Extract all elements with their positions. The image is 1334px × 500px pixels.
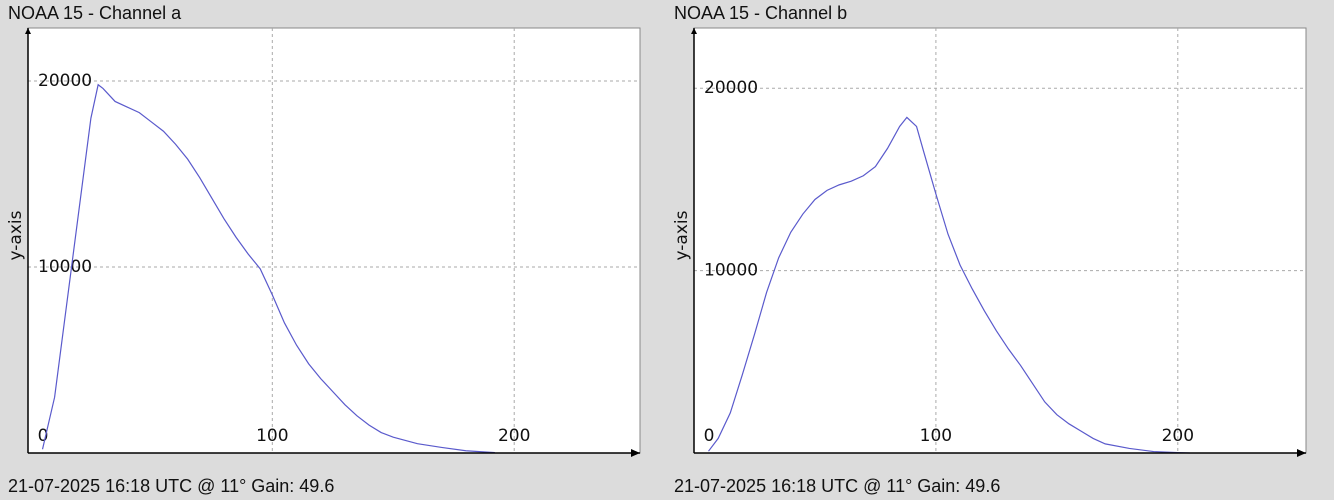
x-tick-label: 100 [256, 426, 288, 446]
chart-title: NOAA 15 - Channel b [674, 3, 847, 23]
data-line [708, 116, 1190, 454]
x-tick-label: 200 [498, 426, 530, 446]
y-tick-label: 10000 [704, 261, 758, 281]
x-tick-label: 0 [38, 426, 49, 446]
y-tick-label: 20000 [38, 71, 92, 91]
chart-panel: NOAA 15 - Channel b 10000 20000 0 100 200 y-ax… [672, 3, 1307, 496]
y-axis-label: y-axis [672, 210, 692, 260]
axis-arrow [25, 28, 31, 34]
x-tick-label: 0 [704, 426, 715, 446]
footer-status: 21-07-2025 16:18 UTC @ 11° Gain: 49.6 [8, 476, 334, 496]
plot-area [693, 27, 1307, 454]
plot-area [27, 27, 641, 454]
y-axis-label: y-axis [6, 210, 26, 260]
x-tick-label: 100 [920, 426, 952, 446]
data-line [41, 83, 495, 454]
axis-arrow [631, 449, 640, 457]
y-tick-label: 20000 [704, 78, 758, 98]
axis-arrow [1297, 449, 1306, 457]
x-tick-label: 200 [1162, 426, 1194, 446]
footer-status: 21-07-2025 16:18 UTC @ 11° Gain: 49.6 [674, 476, 1000, 496]
y-tick-label: 10000 [38, 257, 92, 277]
chart-title: NOAA 15 - Channel a [8, 3, 182, 23]
chart-panel: NOAA 15 - Channel a 10000 20000 0 100 200 y-ax… [6, 3, 641, 496]
axis-arrow [691, 28, 697, 34]
